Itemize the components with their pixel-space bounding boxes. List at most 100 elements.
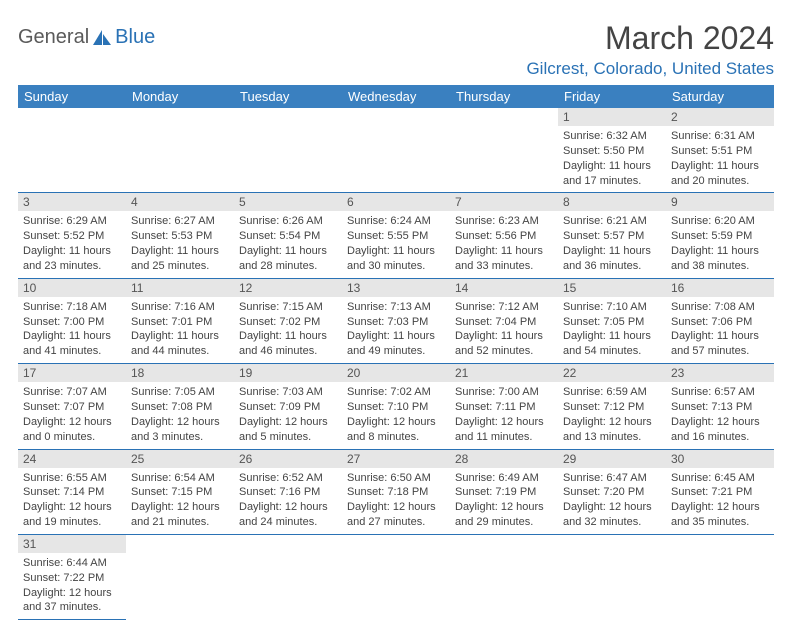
- empty-cell: [234, 108, 342, 193]
- weekday-row: Sunday Monday Tuesday Wednesday Thursday…: [18, 85, 774, 108]
- calendar-row: 3Sunrise: 6:29 AMSunset: 5:52 PMDaylight…: [18, 193, 774, 278]
- calendar-body: 1Sunrise: 6:32 AMSunset: 5:50 PMDaylight…: [18, 108, 774, 620]
- day-cell: 17Sunrise: 7:07 AMSunset: 7:07 PMDayligh…: [18, 364, 126, 449]
- empty-cell: [666, 534, 774, 619]
- day-number: 12: [234, 279, 342, 297]
- day-details: Sunrise: 6:44 AMSunset: 7:22 PMDaylight:…: [18, 553, 126, 619]
- day-details: Sunrise: 7:03 AMSunset: 7:09 PMDaylight:…: [234, 382, 342, 448]
- day-number: 2: [666, 108, 774, 126]
- calendar-table: Sunday Monday Tuesday Wednesday Thursday…: [18, 85, 774, 620]
- logo: General Blue: [18, 26, 155, 49]
- day-number: 3: [18, 193, 126, 211]
- empty-cell: [18, 108, 126, 193]
- weekday-header: Wednesday: [342, 85, 450, 108]
- day-details: Sunrise: 7:05 AMSunset: 7:08 PMDaylight:…: [126, 382, 234, 448]
- day-details: Sunrise: 7:10 AMSunset: 7:05 PMDaylight:…: [558, 297, 666, 363]
- header: General Blue March 2024 Gilcrest, Colora…: [18, 20, 774, 79]
- day-details: Sunrise: 7:08 AMSunset: 7:06 PMDaylight:…: [666, 297, 774, 363]
- day-cell: 4Sunrise: 6:27 AMSunset: 5:53 PMDaylight…: [126, 193, 234, 278]
- day-details: Sunrise: 6:50 AMSunset: 7:18 PMDaylight:…: [342, 468, 450, 534]
- day-number: 25: [126, 450, 234, 468]
- day-cell: 30Sunrise: 6:45 AMSunset: 7:21 PMDayligh…: [666, 449, 774, 534]
- day-number: 10: [18, 279, 126, 297]
- day-number: 9: [666, 193, 774, 211]
- day-cell: 19Sunrise: 7:03 AMSunset: 7:09 PMDayligh…: [234, 364, 342, 449]
- day-cell: 3Sunrise: 6:29 AMSunset: 5:52 PMDaylight…: [18, 193, 126, 278]
- day-details: Sunrise: 6:26 AMSunset: 5:54 PMDaylight:…: [234, 211, 342, 277]
- day-cell: 31Sunrise: 6:44 AMSunset: 7:22 PMDayligh…: [18, 534, 126, 619]
- day-details: Sunrise: 6:45 AMSunset: 7:21 PMDaylight:…: [666, 468, 774, 534]
- day-details: Sunrise: 6:23 AMSunset: 5:56 PMDaylight:…: [450, 211, 558, 277]
- day-number: 21: [450, 364, 558, 382]
- day-number: 23: [666, 364, 774, 382]
- day-cell: 9Sunrise: 6:20 AMSunset: 5:59 PMDaylight…: [666, 193, 774, 278]
- day-cell: 28Sunrise: 6:49 AMSunset: 7:19 PMDayligh…: [450, 449, 558, 534]
- day-number: 1: [558, 108, 666, 126]
- day-cell: 1Sunrise: 6:32 AMSunset: 5:50 PMDaylight…: [558, 108, 666, 193]
- location: Gilcrest, Colorado, United States: [526, 59, 774, 79]
- day-cell: 2Sunrise: 6:31 AMSunset: 5:51 PMDaylight…: [666, 108, 774, 193]
- day-number: 19: [234, 364, 342, 382]
- weekday-header: Tuesday: [234, 85, 342, 108]
- weekday-header: Thursday: [450, 85, 558, 108]
- weekday-header: Friday: [558, 85, 666, 108]
- title-block: March 2024 Gilcrest, Colorado, United St…: [526, 20, 774, 79]
- day-details: Sunrise: 6:47 AMSunset: 7:20 PMDaylight:…: [558, 468, 666, 534]
- day-cell: 22Sunrise: 6:59 AMSunset: 7:12 PMDayligh…: [558, 364, 666, 449]
- day-details: Sunrise: 7:02 AMSunset: 7:10 PMDaylight:…: [342, 382, 450, 448]
- day-cell: 8Sunrise: 6:21 AMSunset: 5:57 PMDaylight…: [558, 193, 666, 278]
- day-details: Sunrise: 6:32 AMSunset: 5:50 PMDaylight:…: [558, 126, 666, 192]
- empty-cell: [342, 534, 450, 619]
- day-number: 31: [18, 535, 126, 553]
- calendar-row: 10Sunrise: 7:18 AMSunset: 7:00 PMDayligh…: [18, 278, 774, 363]
- empty-cell: [234, 534, 342, 619]
- empty-cell: [126, 534, 234, 619]
- day-number: 6: [342, 193, 450, 211]
- logo-text-general: General: [18, 26, 89, 49]
- day-details: Sunrise: 6:57 AMSunset: 7:13 PMDaylight:…: [666, 382, 774, 448]
- day-details: Sunrise: 6:59 AMSunset: 7:12 PMDaylight:…: [558, 382, 666, 448]
- day-number: 22: [558, 364, 666, 382]
- day-number: 26: [234, 450, 342, 468]
- day-details: Sunrise: 6:54 AMSunset: 7:15 PMDaylight:…: [126, 468, 234, 534]
- day-number: 14: [450, 279, 558, 297]
- day-cell: 11Sunrise: 7:16 AMSunset: 7:01 PMDayligh…: [126, 278, 234, 363]
- empty-cell: [342, 108, 450, 193]
- day-cell: 10Sunrise: 7:18 AMSunset: 7:00 PMDayligh…: [18, 278, 126, 363]
- calendar-row: 31Sunrise: 6:44 AMSunset: 7:22 PMDayligh…: [18, 534, 774, 619]
- day-number: 5: [234, 193, 342, 211]
- weekday-header: Saturday: [666, 85, 774, 108]
- day-details: Sunrise: 6:52 AMSunset: 7:16 PMDaylight:…: [234, 468, 342, 534]
- calendar-row: 17Sunrise: 7:07 AMSunset: 7:07 PMDayligh…: [18, 364, 774, 449]
- day-details: Sunrise: 6:20 AMSunset: 5:59 PMDaylight:…: [666, 211, 774, 277]
- empty-cell: [558, 534, 666, 619]
- day-cell: 24Sunrise: 6:55 AMSunset: 7:14 PMDayligh…: [18, 449, 126, 534]
- day-details: Sunrise: 7:07 AMSunset: 7:07 PMDaylight:…: [18, 382, 126, 448]
- day-number: 28: [450, 450, 558, 468]
- day-cell: 6Sunrise: 6:24 AMSunset: 5:55 PMDaylight…: [342, 193, 450, 278]
- day-cell: 15Sunrise: 7:10 AMSunset: 7:05 PMDayligh…: [558, 278, 666, 363]
- day-cell: 20Sunrise: 7:02 AMSunset: 7:10 PMDayligh…: [342, 364, 450, 449]
- day-cell: 29Sunrise: 6:47 AMSunset: 7:20 PMDayligh…: [558, 449, 666, 534]
- day-cell: 7Sunrise: 6:23 AMSunset: 5:56 PMDaylight…: [450, 193, 558, 278]
- calendar-row: 24Sunrise: 6:55 AMSunset: 7:14 PMDayligh…: [18, 449, 774, 534]
- day-number: 24: [18, 450, 126, 468]
- day-number: 4: [126, 193, 234, 211]
- day-details: Sunrise: 7:13 AMSunset: 7:03 PMDaylight:…: [342, 297, 450, 363]
- day-details: Sunrise: 6:27 AMSunset: 5:53 PMDaylight:…: [126, 211, 234, 277]
- day-cell: 27Sunrise: 6:50 AMSunset: 7:18 PMDayligh…: [342, 449, 450, 534]
- day-cell: 25Sunrise: 6:54 AMSunset: 7:15 PMDayligh…: [126, 449, 234, 534]
- day-number: 27: [342, 450, 450, 468]
- empty-cell: [450, 108, 558, 193]
- logo-text-blue: Blue: [115, 26, 155, 49]
- day-details: Sunrise: 7:18 AMSunset: 7:00 PMDaylight:…: [18, 297, 126, 363]
- day-details: Sunrise: 6:49 AMSunset: 7:19 PMDaylight:…: [450, 468, 558, 534]
- empty-cell: [126, 108, 234, 193]
- day-number: 29: [558, 450, 666, 468]
- day-cell: 18Sunrise: 7:05 AMSunset: 7:08 PMDayligh…: [126, 364, 234, 449]
- day-cell: 21Sunrise: 7:00 AMSunset: 7:11 PMDayligh…: [450, 364, 558, 449]
- day-details: Sunrise: 6:31 AMSunset: 5:51 PMDaylight:…: [666, 126, 774, 192]
- day-number: 13: [342, 279, 450, 297]
- day-details: Sunrise: 6:21 AMSunset: 5:57 PMDaylight:…: [558, 211, 666, 277]
- day-details: Sunrise: 7:15 AMSunset: 7:02 PMDaylight:…: [234, 297, 342, 363]
